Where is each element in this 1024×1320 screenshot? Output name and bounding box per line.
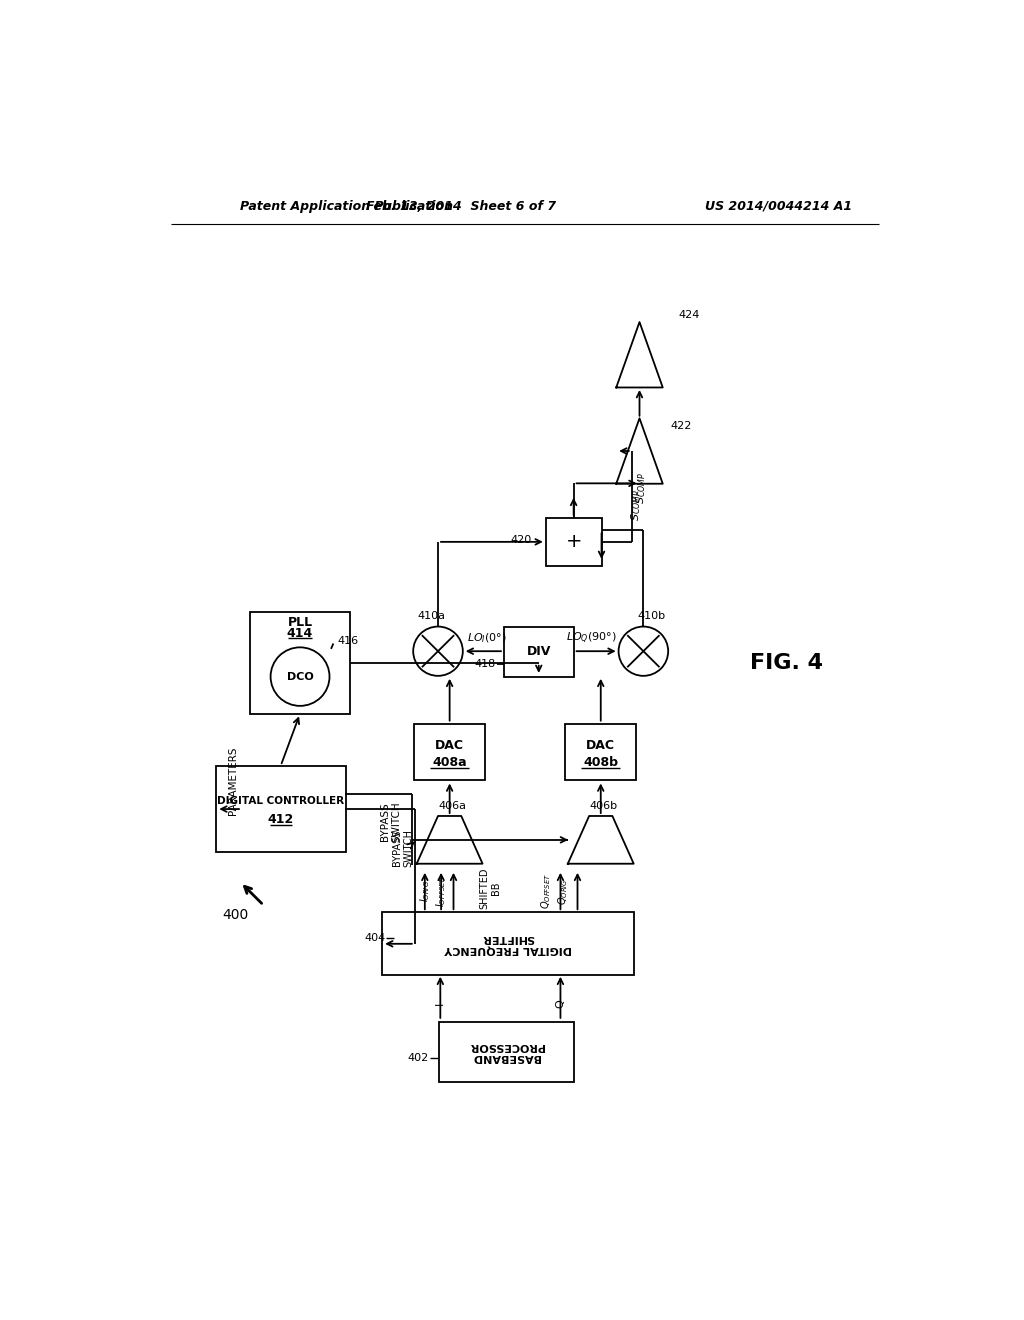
Bar xyxy=(565,723,636,780)
Text: 400: 400 xyxy=(222,908,248,923)
Text: Feb. 13, 2014  Sheet 6 of 7: Feb. 13, 2014 Sheet 6 of 7 xyxy=(367,199,556,213)
Bar xyxy=(251,612,349,714)
Text: PLL: PLL xyxy=(288,616,312,630)
Text: 406a: 406a xyxy=(438,801,466,810)
Text: DIV: DIV xyxy=(526,644,551,657)
Text: 420: 420 xyxy=(511,536,531,545)
Text: BYPASS
SWITCH: BYPASS SWITCH xyxy=(391,829,413,866)
Text: $LO_I(0°)$: $LO_I(0°)$ xyxy=(467,631,507,645)
Text: $Q_{OFFSET}$: $Q_{OFFSET}$ xyxy=(540,874,553,909)
Text: DIGITAL CONTROLLER: DIGITAL CONTROLLER xyxy=(217,796,344,807)
Text: DAC: DAC xyxy=(587,739,615,751)
Text: 422: 422 xyxy=(671,421,692,432)
Bar xyxy=(382,912,634,975)
Text: $S_{COMP}$: $S_{COMP}$ xyxy=(634,473,648,504)
Text: 406b: 406b xyxy=(589,801,617,810)
Text: 418: 418 xyxy=(475,659,496,668)
Text: I: I xyxy=(435,1002,445,1006)
Text: $LO_Q(90°)$: $LO_Q(90°)$ xyxy=(566,631,616,645)
Text: $I_{OFFSET}$: $I_{OFFSET}$ xyxy=(434,875,449,907)
Bar xyxy=(504,627,573,677)
Text: Patent Application Publication: Patent Application Publication xyxy=(241,199,454,213)
Text: $I_{ORIG}$: $I_{ORIG}$ xyxy=(418,880,432,903)
Bar xyxy=(216,766,346,853)
Text: BASEBAND
PROCESSOR: BASEBAND PROCESSOR xyxy=(469,1040,544,1063)
Text: PARAMETERS: PARAMETERS xyxy=(228,746,239,814)
Text: 410a: 410a xyxy=(418,611,445,620)
Text: DIGITAL FREQUENCY
SHIFTER: DIGITAL FREQUENCY SHIFTER xyxy=(443,933,571,954)
Text: 402: 402 xyxy=(408,1053,429,1063)
Text: 404: 404 xyxy=(365,933,385,942)
Text: US 2014/0044214 A1: US 2014/0044214 A1 xyxy=(706,199,853,213)
Text: 410b: 410b xyxy=(637,611,666,620)
Bar xyxy=(546,517,601,566)
Text: SHIFTED
BB: SHIFTED BB xyxy=(479,867,501,909)
Text: DAC: DAC xyxy=(435,739,464,751)
Text: +: + xyxy=(565,532,582,552)
Text: 412: 412 xyxy=(267,813,294,826)
Text: 424: 424 xyxy=(678,310,699,319)
Bar xyxy=(438,1022,574,1081)
Text: 408a: 408a xyxy=(432,755,467,768)
Text: FIG. 4: FIG. 4 xyxy=(751,653,823,673)
Bar xyxy=(414,723,485,780)
Text: BYPASS
SWITCH: BYPASS SWITCH xyxy=(380,801,401,842)
Text: $Q_{ORIG}$: $Q_{ORIG}$ xyxy=(557,878,570,904)
Text: 416: 416 xyxy=(337,636,358,647)
Text: $S_{COMP}$: $S_{COMP}$ xyxy=(629,488,642,521)
Text: DCO: DCO xyxy=(287,672,313,681)
Text: 414: 414 xyxy=(287,627,313,640)
Text: Q: Q xyxy=(555,999,565,1008)
Text: 408b: 408b xyxy=(584,755,618,768)
